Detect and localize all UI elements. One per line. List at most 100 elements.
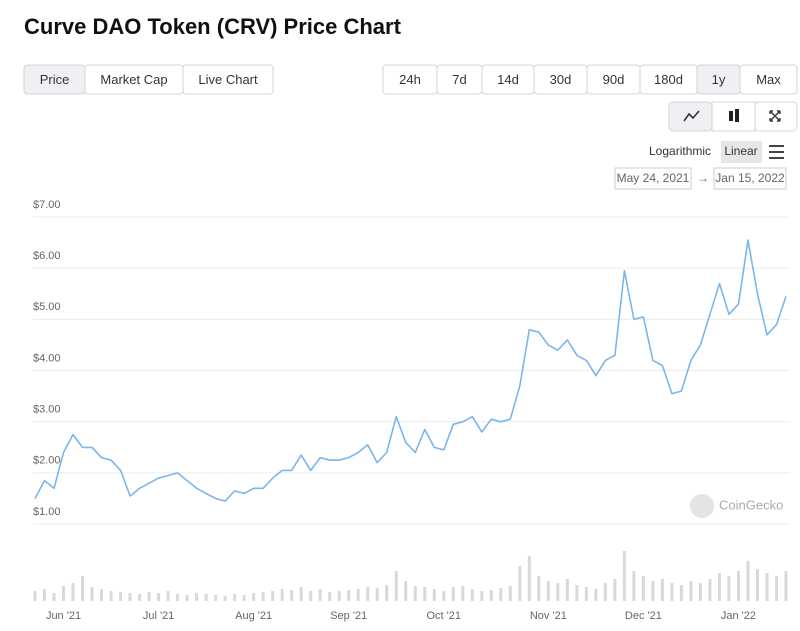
volume-bar bbox=[746, 561, 750, 601]
volume-bar bbox=[100, 589, 104, 601]
volume-bar bbox=[252, 593, 256, 601]
volume-bar bbox=[765, 573, 769, 601]
volume-bar bbox=[109, 591, 113, 601]
volume-bar bbox=[233, 594, 237, 601]
volume-bar bbox=[546, 581, 550, 601]
volume-bar bbox=[489, 590, 493, 601]
volume-bar bbox=[651, 581, 655, 601]
scale-group: Logarithmic Linear bbox=[649, 141, 762, 163]
button-label: 14d bbox=[497, 72, 519, 87]
volume-bar bbox=[727, 576, 731, 601]
volume-bar bbox=[318, 589, 322, 601]
range-group: 24h 7d 14d 30d 90d 180d 1y Max bbox=[382, 64, 798, 95]
scale-option[interactable]: Linear bbox=[724, 144, 757, 158]
volume-bar bbox=[575, 585, 579, 601]
y-tick-label: $3.00 bbox=[33, 404, 61, 416]
volume-bar bbox=[413, 586, 417, 601]
button[interactable] bbox=[739, 64, 798, 95]
button-label: 30d bbox=[550, 72, 572, 87]
x-tick-label: Jun '21 bbox=[46, 610, 81, 622]
volume-bar bbox=[461, 586, 465, 601]
volume-bar bbox=[356, 589, 360, 601]
y-tick-label: $1.00 bbox=[33, 506, 61, 518]
volume-bar bbox=[774, 576, 778, 601]
x-tick-label: Sep '21 bbox=[330, 610, 367, 622]
x-tick-label: Aug '21 bbox=[235, 610, 272, 622]
volume-bar bbox=[223, 596, 227, 601]
volume-bar bbox=[480, 591, 484, 601]
volume-bar bbox=[632, 571, 636, 601]
volume-bar bbox=[62, 586, 66, 601]
volume-bar bbox=[708, 579, 712, 601]
button[interactable] bbox=[182, 64, 274, 95]
volume-bar bbox=[660, 579, 664, 601]
x-tick-label: Jan '22 bbox=[721, 610, 756, 622]
volume-bar bbox=[670, 583, 674, 601]
volume-bar bbox=[242, 595, 246, 601]
volume-bar bbox=[147, 592, 151, 601]
volume-bar bbox=[717, 573, 721, 601]
button-label: Live Chart bbox=[198, 72, 258, 87]
volume-bar bbox=[613, 579, 617, 601]
volume-bar bbox=[157, 593, 161, 601]
y-tick-label: $2.00 bbox=[33, 455, 61, 467]
button-label: Price bbox=[40, 72, 70, 87]
volume-bar bbox=[280, 589, 284, 601]
menu-icon[interactable] bbox=[769, 145, 784, 159]
volume-bar bbox=[784, 571, 788, 601]
date-from-input[interactable] bbox=[614, 167, 692, 190]
date-arrow: → bbox=[697, 171, 709, 185]
scale-active[interactable] bbox=[721, 141, 762, 163]
line-icon bbox=[683, 110, 700, 122]
y-tick-label: $7.00 bbox=[33, 199, 61, 211]
x-tick-label: Dec '21 bbox=[625, 610, 662, 622]
y-tick-label: $4.00 bbox=[33, 352, 61, 364]
volume-bar bbox=[328, 592, 332, 601]
x-tick-label: Jul '21 bbox=[143, 610, 174, 622]
button-label: 90d bbox=[603, 72, 625, 87]
volume-bar bbox=[204, 594, 208, 601]
x-tick-label: Oct '21 bbox=[427, 610, 462, 622]
volume-bar bbox=[432, 589, 436, 601]
volume-bar bbox=[584, 587, 588, 601]
title: Curve DAO Token (CRV) Price Chart bbox=[24, 14, 402, 39]
volume-bar bbox=[556, 583, 560, 601]
volume-bar bbox=[90, 587, 94, 601]
volume-bar bbox=[537, 576, 541, 601]
volume-bar bbox=[138, 594, 142, 601]
button-label: 7d bbox=[452, 72, 466, 87]
volume-bar bbox=[698, 583, 702, 601]
volume-bar bbox=[689, 581, 693, 601]
watermark-logo bbox=[690, 494, 714, 518]
tab-group: Price Market Cap Live Chart bbox=[23, 64, 274, 95]
volume-bar bbox=[81, 576, 85, 601]
volume-bar bbox=[33, 591, 37, 601]
watermark: CoinGecko bbox=[719, 497, 783, 512]
button-label: 180d bbox=[654, 72, 683, 87]
volume-bar bbox=[518, 566, 522, 601]
volume-bar bbox=[622, 551, 626, 601]
volume-bar bbox=[641, 576, 645, 601]
volume-bar bbox=[271, 591, 275, 601]
volume-bar bbox=[442, 591, 446, 601]
volume-bar bbox=[736, 571, 740, 601]
volume-bar bbox=[594, 589, 598, 601]
volume-bar bbox=[499, 588, 503, 601]
candle-chart-button[interactable] bbox=[711, 101, 756, 132]
scale-option[interactable]: Logarithmic bbox=[649, 144, 711, 158]
button-label: 24h bbox=[399, 72, 421, 87]
volume-bar bbox=[52, 593, 56, 601]
volume-bar bbox=[347, 590, 351, 601]
volume-bar bbox=[404, 581, 408, 601]
date-to-input[interactable] bbox=[713, 167, 787, 190]
volume-bar bbox=[451, 587, 455, 601]
fullscreen-icon bbox=[769, 110, 781, 122]
volume-bar bbox=[565, 579, 569, 601]
y-tick-label: $5.00 bbox=[33, 301, 61, 313]
volume-bar bbox=[394, 571, 398, 601]
volume-bar bbox=[195, 593, 199, 601]
volume-bar bbox=[119, 592, 123, 601]
volume-bar bbox=[290, 590, 294, 601]
